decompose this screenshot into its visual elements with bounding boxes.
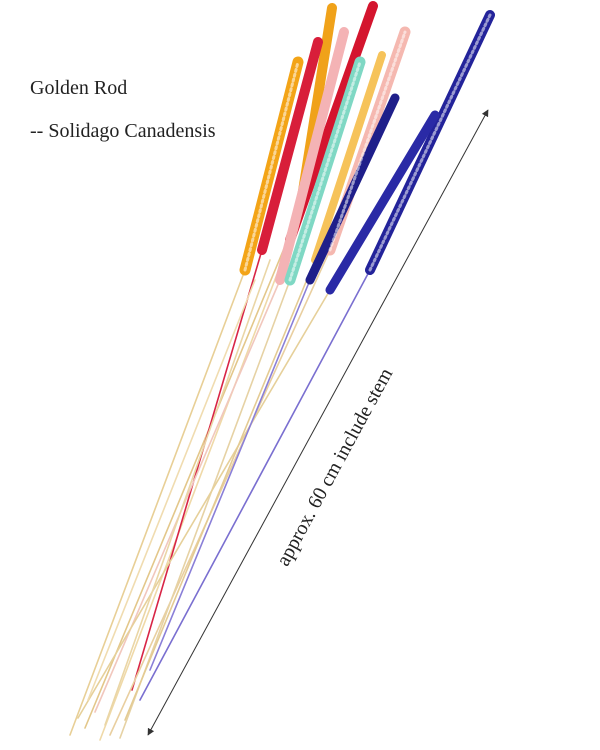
measure-arrow xyxy=(147,109,489,736)
stem xyxy=(124,259,316,721)
plume-texture xyxy=(368,13,492,272)
stem xyxy=(104,259,271,726)
size-note: approx. 60 cm include stem xyxy=(272,364,397,570)
stem xyxy=(99,239,291,741)
title: Golden Rod xyxy=(30,77,127,99)
stem xyxy=(87,279,256,701)
stem xyxy=(109,249,331,736)
subtitle: -- Solidago Canadensis xyxy=(30,120,216,142)
stem xyxy=(149,279,311,671)
stem xyxy=(94,279,281,713)
stem xyxy=(77,289,331,719)
plumes xyxy=(239,1,495,295)
stem xyxy=(131,249,263,691)
